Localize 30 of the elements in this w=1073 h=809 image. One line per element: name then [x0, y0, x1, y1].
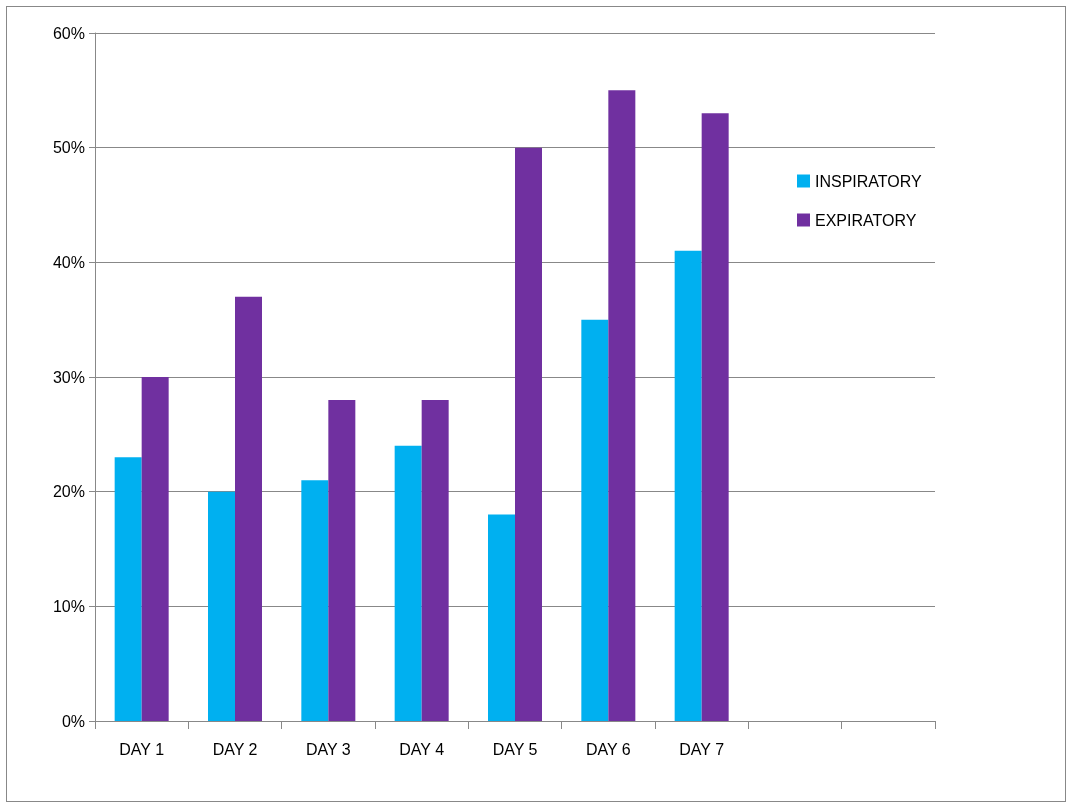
x-tick-label: DAY 7	[679, 740, 725, 758]
y-tick-label: 10%	[52, 597, 85, 615]
x-tick-label: DAY 1	[119, 740, 165, 758]
bar	[515, 147, 542, 721]
x-tick-label: DAY 6	[585, 740, 631, 758]
x-tick-label: DAY 3	[305, 740, 351, 758]
bar	[608, 90, 636, 721]
bar	[114, 457, 142, 721]
bar	[488, 514, 515, 721]
bar	[301, 480, 329, 721]
bar	[581, 319, 609, 721]
bar	[394, 445, 422, 721]
y-tick-label: 30%	[52, 368, 85, 386]
y-tick-label: 60%	[52, 24, 85, 42]
y-tick-label: 20%	[52, 483, 85, 501]
y-tick-label: 0%	[61, 712, 85, 730]
x-tick-label: DAY 4	[399, 740, 445, 758]
bar	[141, 377, 169, 721]
y-tick-label: 50%	[52, 139, 85, 157]
bar	[208, 491, 235, 721]
legend-label: EXPIRATORY	[815, 211, 917, 229]
legend-label: INSPIRATORY	[815, 172, 923, 190]
bar	[328, 399, 356, 721]
bar	[674, 250, 702, 721]
bar	[235, 296, 262, 721]
y-tick-label: 40%	[52, 253, 85, 271]
x-tick-label: DAY 5	[492, 740, 538, 758]
bar	[701, 113, 729, 721]
x-tick-label: DAY 2	[212, 740, 258, 758]
bar	[421, 399, 449, 721]
